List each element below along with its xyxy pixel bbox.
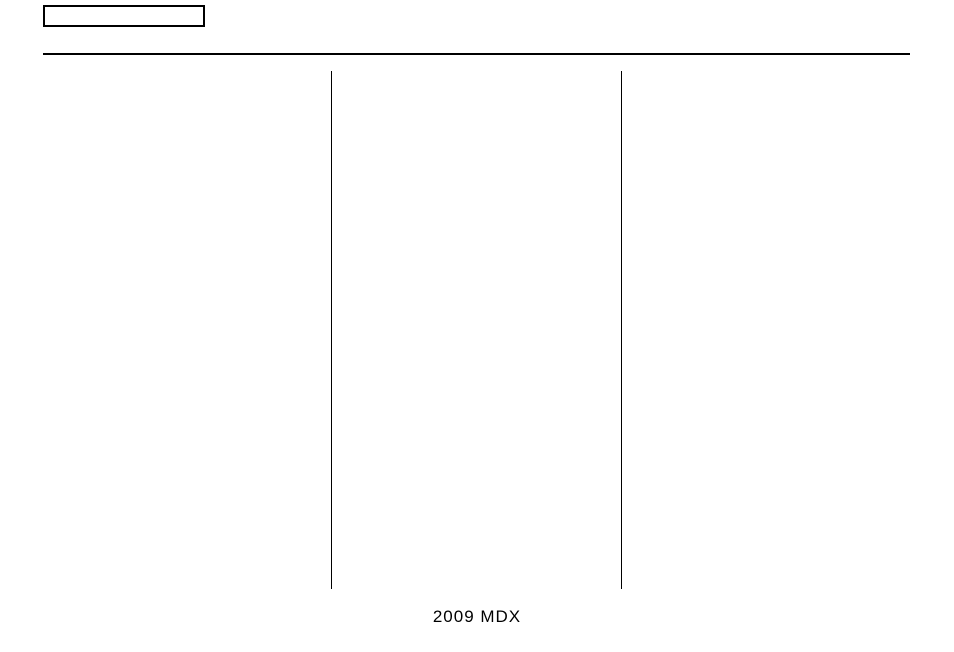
column-middle <box>331 71 621 589</box>
footer-label: 2009 MDX <box>0 607 954 627</box>
header-box <box>43 5 205 27</box>
column-left <box>43 71 331 589</box>
column-right <box>622 71 910 589</box>
columns-container <box>43 71 910 589</box>
header-divider <box>43 53 910 55</box>
